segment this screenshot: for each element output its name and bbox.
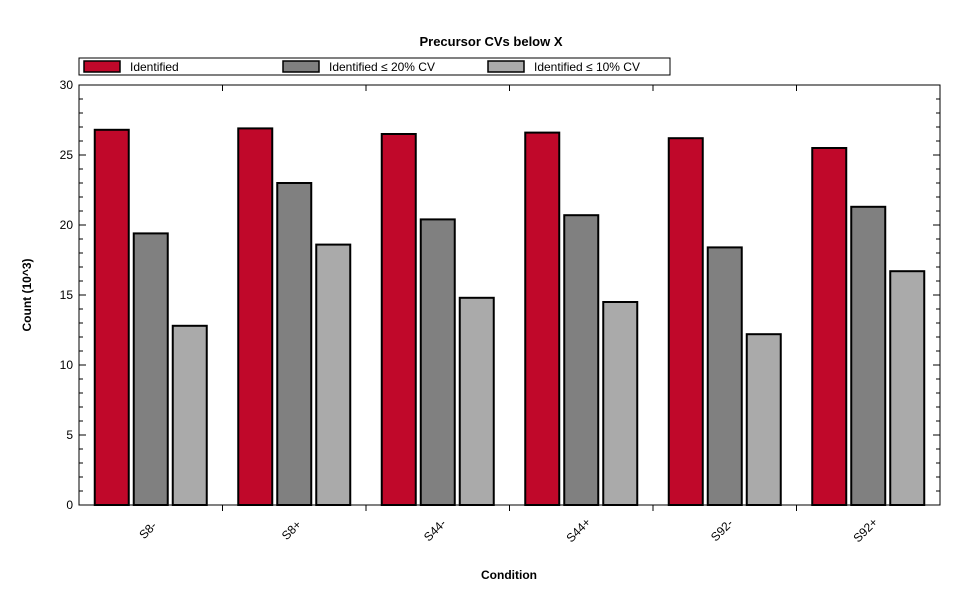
x-tick-label: S92- — [708, 516, 736, 544]
x-tick-label: S8+ — [279, 518, 304, 543]
bar-S44--series-2 — [419, 218, 456, 506]
legend-swatch — [83, 60, 121, 73]
bar-S44+-series-1 — [524, 131, 561, 506]
plot-frame — [78, 84, 941, 506]
legend-label: Identified ≤ 10% CV — [534, 60, 640, 74]
bar-S8--series-2 — [132, 232, 169, 506]
bar-S44+-series-3 — [602, 301, 639, 506]
y-tick-label: 20 — [60, 218, 74, 232]
y-axis: 0 5 10 15 20 25 30 — [60, 78, 940, 512]
legend-label: Identified ≤ 20% CV — [329, 60, 435, 74]
legend-label: Identified — [130, 60, 179, 74]
bar-S8+-series-3 — [315, 243, 352, 506]
bar-S92--series-3 — [745, 333, 782, 507]
bar-S8--series-1 — [93, 128, 130, 507]
y-axis-label: Count (10^3) — [20, 258, 34, 331]
bar-S8--series-3 — [171, 324, 208, 506]
bar-S92--series-1 — [667, 137, 704, 506]
x-tick-label: S44+ — [563, 515, 593, 545]
bar-S44--series-3 — [458, 296, 495, 506]
bar-S44+-series-2 — [563, 214, 600, 506]
chart-title: Precursor CVs below X — [419, 34, 562, 49]
y-tick-label: 25 — [60, 148, 74, 162]
bar-S92+-series-3 — [889, 270, 926, 507]
bar-S92--series-2 — [706, 246, 743, 506]
x-tick-label: S92+ — [850, 515, 880, 545]
y-tick-label: 15 — [60, 288, 74, 302]
y-tick-label: 30 — [60, 78, 74, 92]
bar-S8+-series-2 — [276, 182, 313, 506]
bar-S44--series-1 — [380, 133, 417, 506]
legend-swatch — [282, 60, 320, 73]
legend-swatch — [487, 60, 525, 73]
bar-S92+-series-2 — [850, 205, 887, 507]
legend: Identified Identified ≤ 20% CV Identified … — [78, 57, 671, 76]
y-tick-label: 0 — [66, 498, 73, 512]
y-tick-label: 5 — [66, 428, 73, 442]
x-tick-label: S8- — [136, 519, 159, 542]
x-axis-label: Condition — [481, 568, 537, 582]
bar-S92+-series-1 — [811, 147, 848, 506]
bar-S8+-series-1 — [237, 127, 274, 506]
x-tick-label: S44- — [421, 516, 449, 544]
y-tick-label: 10 — [60, 358, 74, 372]
